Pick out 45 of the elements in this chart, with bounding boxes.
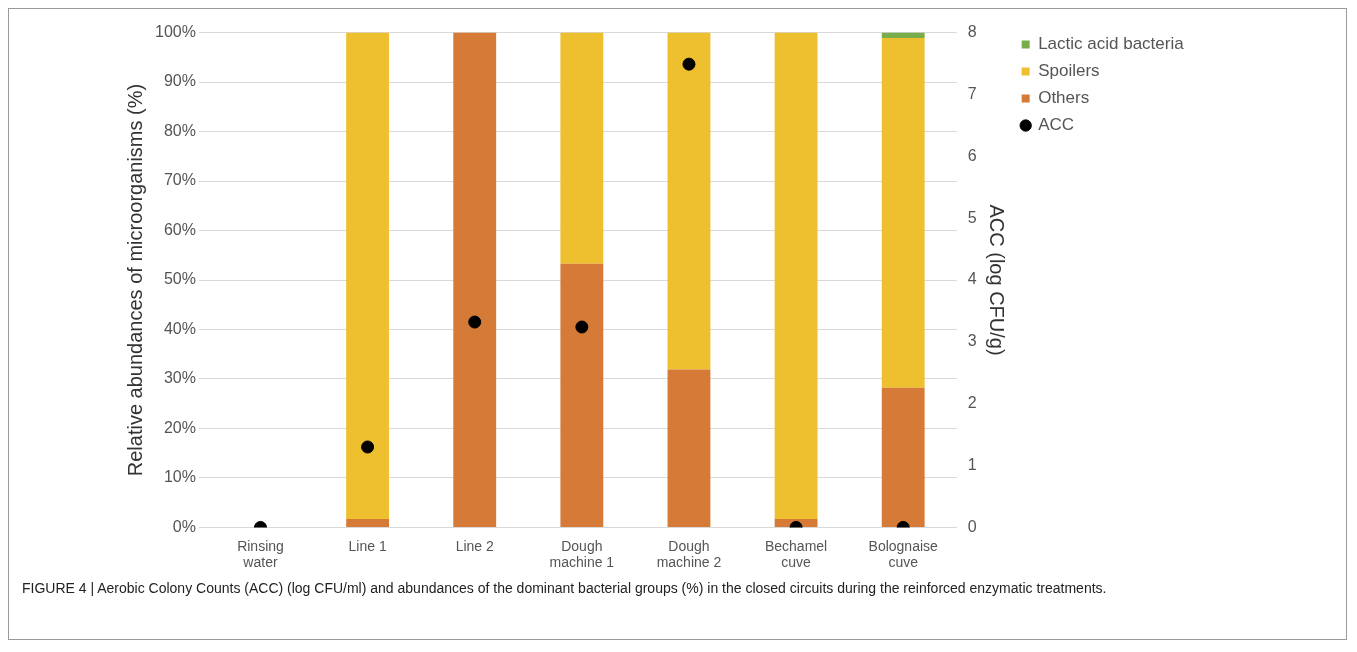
x-tick-label: Dough machine 1: [549, 537, 615, 571]
bar: [881, 32, 925, 39]
y2-tick-label: 4: [967, 270, 977, 288]
y2-axis-title: ACC (log CFU/g): [986, 204, 1009, 356]
y-tick-label: 90%: [163, 72, 196, 90]
y-tick-label: 70%: [163, 171, 196, 189]
bar: [774, 32, 818, 519]
y-axis-title: Relative abundances of microorganisms (%): [123, 83, 146, 477]
y2-tick-label: 5: [967, 208, 977, 226]
x-tick-label: Line 2: [455, 537, 494, 554]
bar: [560, 32, 604, 264]
y-tick-label: 60%: [163, 220, 196, 238]
y-tick-label: 0%: [172, 517, 196, 535]
bar: [881, 387, 925, 527]
y2-tick-label: 1: [967, 455, 977, 473]
y-tick-label: 20%: [163, 418, 196, 436]
y2-tick-label: 8: [967, 23, 977, 41]
bar: [560, 263, 604, 527]
y2-tick-label: 6: [967, 146, 977, 164]
y2-tick-label: 7: [967, 84, 977, 102]
x-tick-label: Bechamel cuve: [764, 537, 828, 571]
legend-label: ACC: [1038, 115, 1075, 135]
bar: [667, 369, 711, 527]
y-tick-label: 10%: [163, 468, 196, 486]
y2-tick-label: 3: [967, 332, 977, 350]
x-tick-label: Bolognaise cuve: [868, 537, 939, 571]
bar: [667, 32, 711, 370]
y-tick-label: 30%: [163, 369, 196, 387]
bar: [453, 32, 497, 527]
x-tick-label: Rinsing water: [237, 537, 284, 571]
x-tick-label: Line 1: [348, 537, 387, 554]
bar: [346, 32, 390, 519]
legend-label: Others: [1038, 88, 1090, 108]
caption: FIGURE 4 | Aerobic Colony Counts (ACC) (log CFU/ml) and abundances of the dominant bacterial groups (%) in the closed circuits during the reinforced enzymatic treatments.: [22, 579, 1108, 598]
y-tick-label: 50%: [163, 270, 196, 288]
bar: [346, 518, 390, 527]
y-tick-label: 40%: [163, 319, 196, 337]
legend-label: Spoilers: [1038, 61, 1100, 81]
y2-tick-label: 0: [967, 517, 977, 535]
y-tick-label: 100%: [155, 23, 196, 41]
x-tick-label: Dough machine 2: [656, 537, 722, 571]
bar: [881, 38, 925, 388]
legend-label: Lactic acid bacteria: [1038, 34, 1185, 54]
y-tick-label: 80%: [163, 121, 196, 139]
y2-tick-label: 2: [967, 394, 977, 412]
